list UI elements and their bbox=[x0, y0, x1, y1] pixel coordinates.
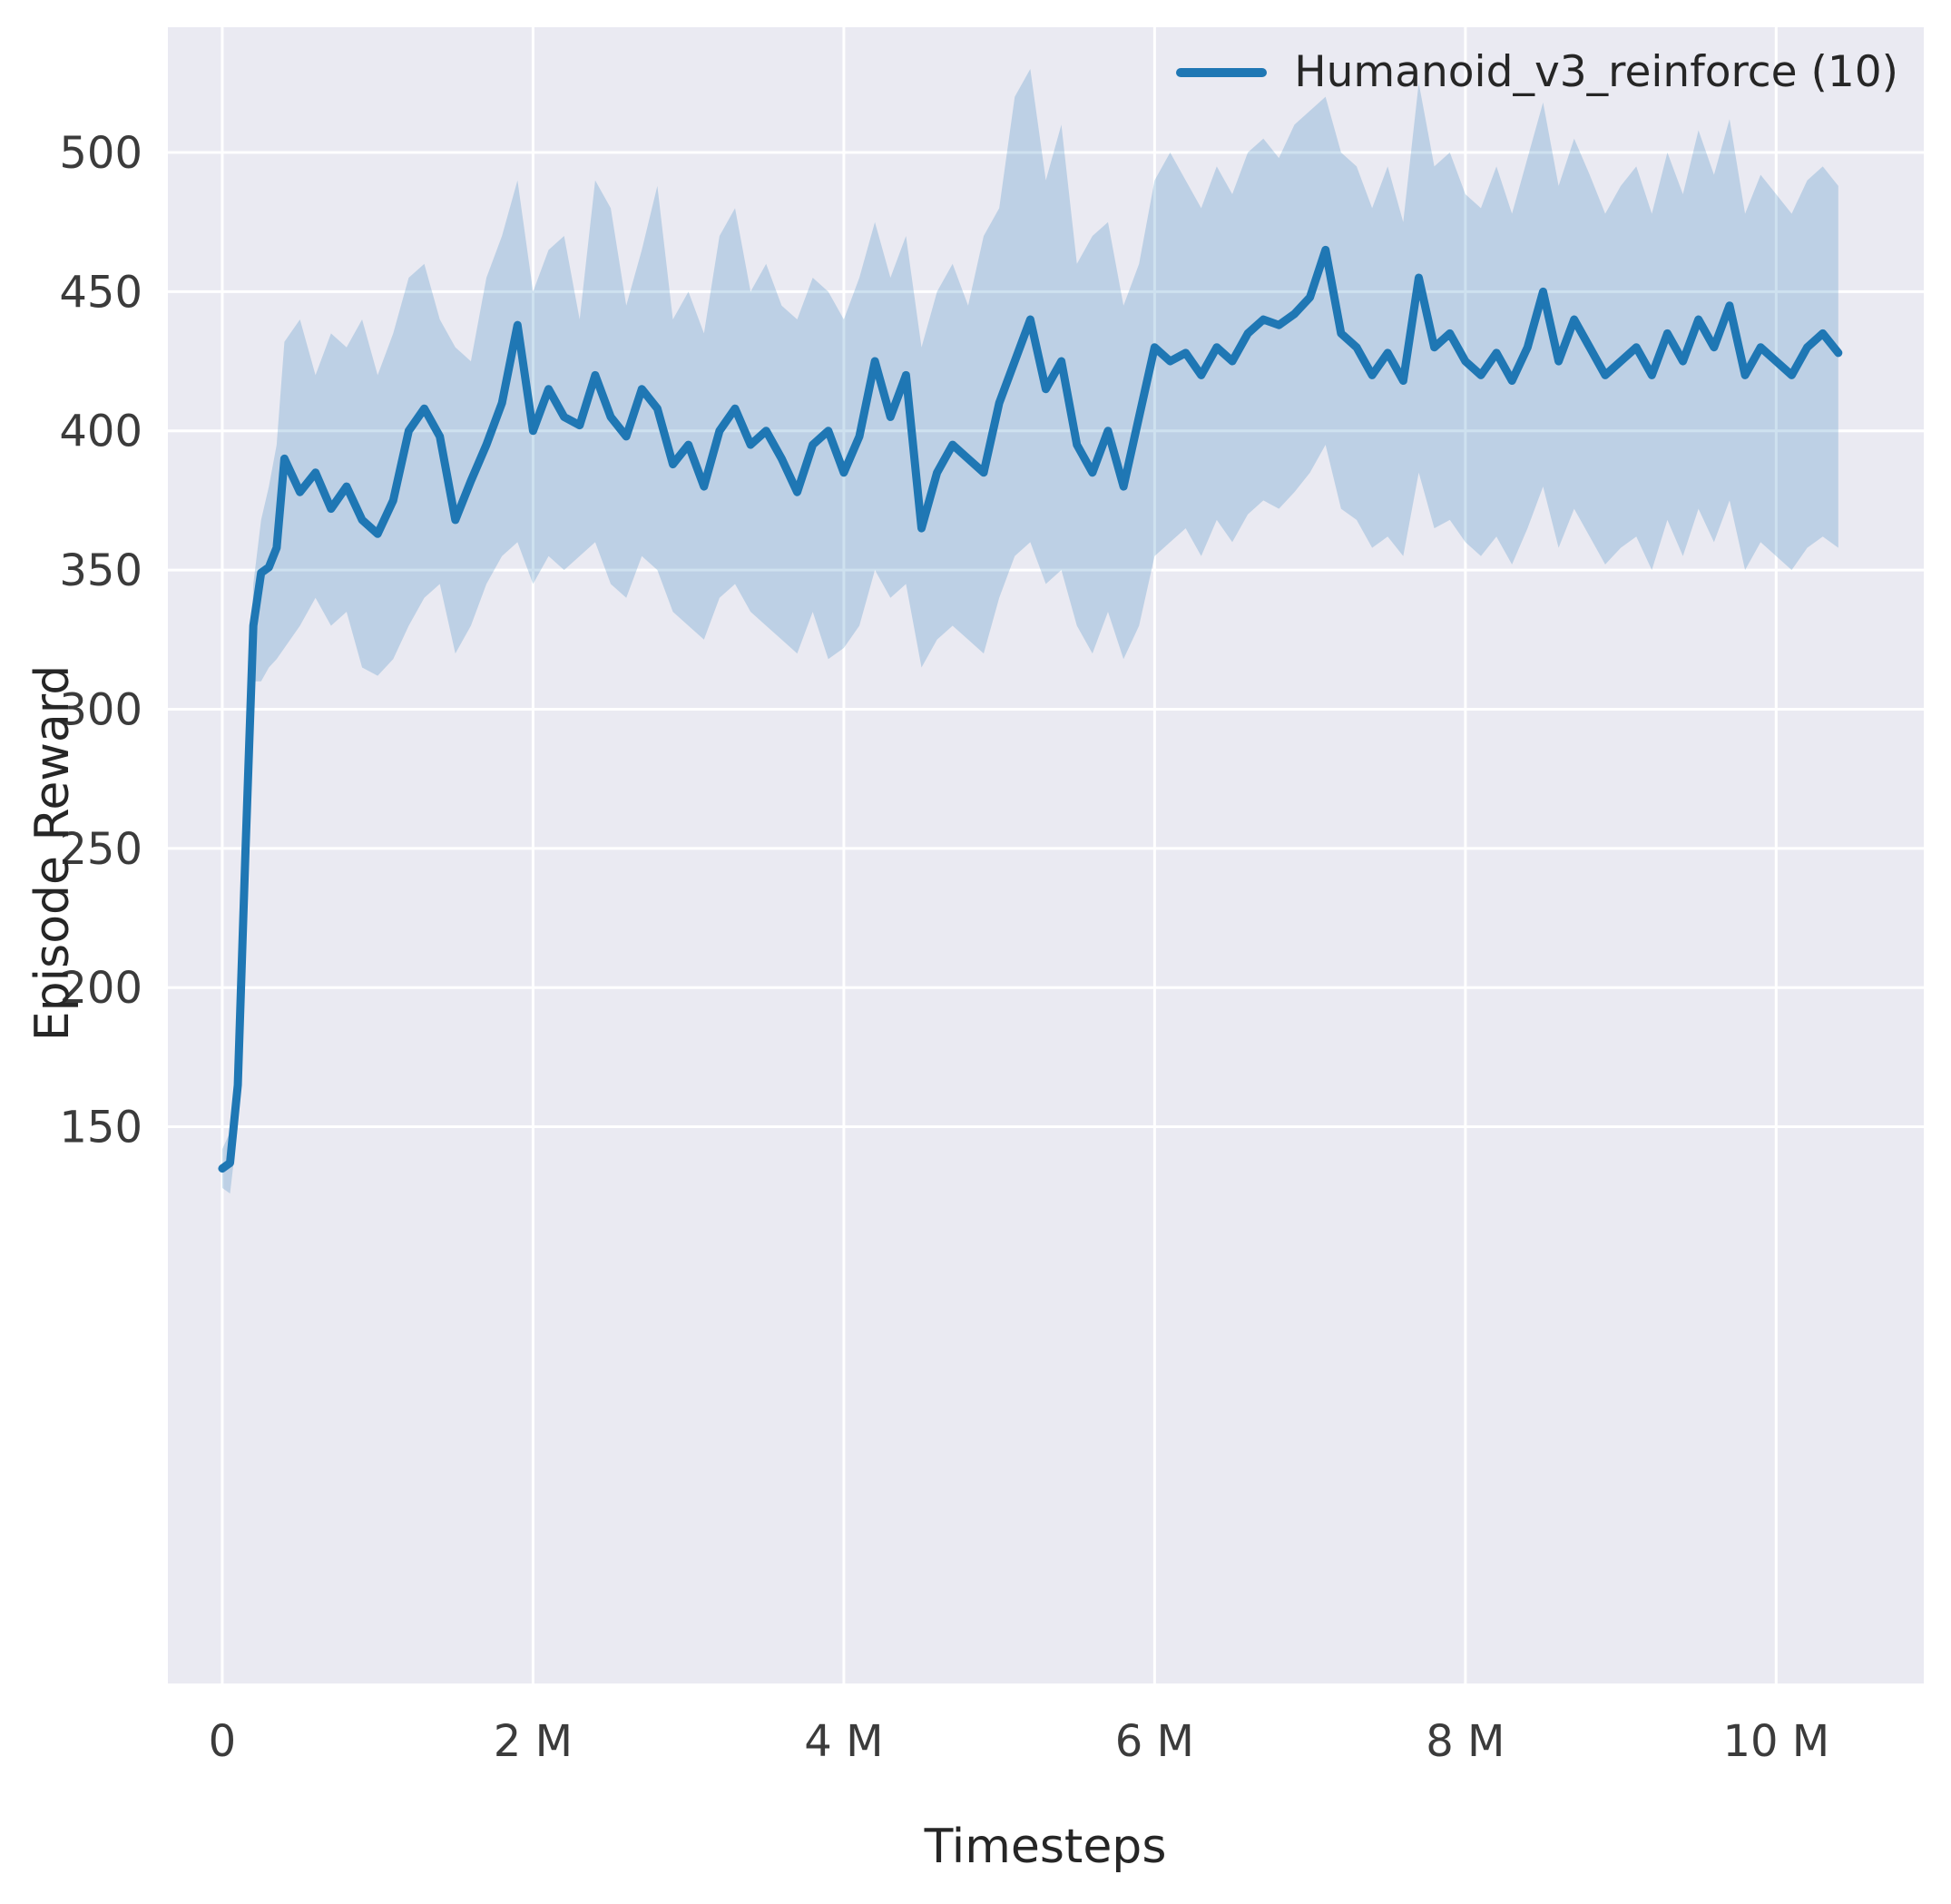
y-tick-label: 200 bbox=[59, 963, 142, 1014]
x-tick-label: 0 bbox=[209, 1716, 237, 1767]
legend: Humanoid_v3_reinforce (10) bbox=[1176, 47, 1898, 97]
legend-line-swatch bbox=[1176, 67, 1268, 77]
legend-entry-label: Humanoid_v3_reinforce (10) bbox=[1294, 47, 1898, 97]
y-tick-label: 500 bbox=[59, 128, 142, 179]
plot-area bbox=[168, 27, 1924, 1683]
x-axis-label: Timesteps bbox=[924, 1820, 1167, 1874]
y-tick-label: 350 bbox=[59, 545, 142, 596]
y-tick-label: 150 bbox=[59, 1103, 142, 1153]
series-line bbox=[218, 245, 1843, 1173]
y-tick-label: 250 bbox=[59, 824, 142, 875]
x-tick-label: 4 M bbox=[804, 1716, 883, 1767]
x-tick-label: 8 M bbox=[1426, 1716, 1505, 1767]
x-tick-label: 2 M bbox=[494, 1716, 573, 1767]
y-tick-label: 300 bbox=[59, 684, 142, 735]
x-tick-label: 6 M bbox=[1115, 1716, 1194, 1767]
y-axis-label: Episode Reward bbox=[25, 664, 80, 1042]
x-tick-label: 10 M bbox=[1722, 1716, 1829, 1767]
y-tick-label: 400 bbox=[59, 407, 142, 457]
y-tick-label: 450 bbox=[59, 267, 142, 318]
